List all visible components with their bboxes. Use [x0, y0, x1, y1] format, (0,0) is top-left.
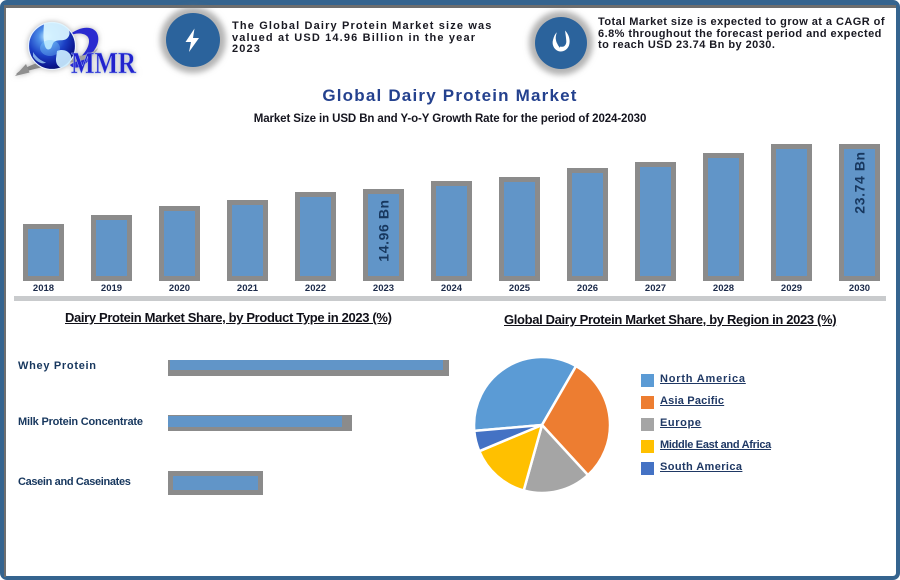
svg-text:MMR: MMR	[71, 45, 136, 80]
